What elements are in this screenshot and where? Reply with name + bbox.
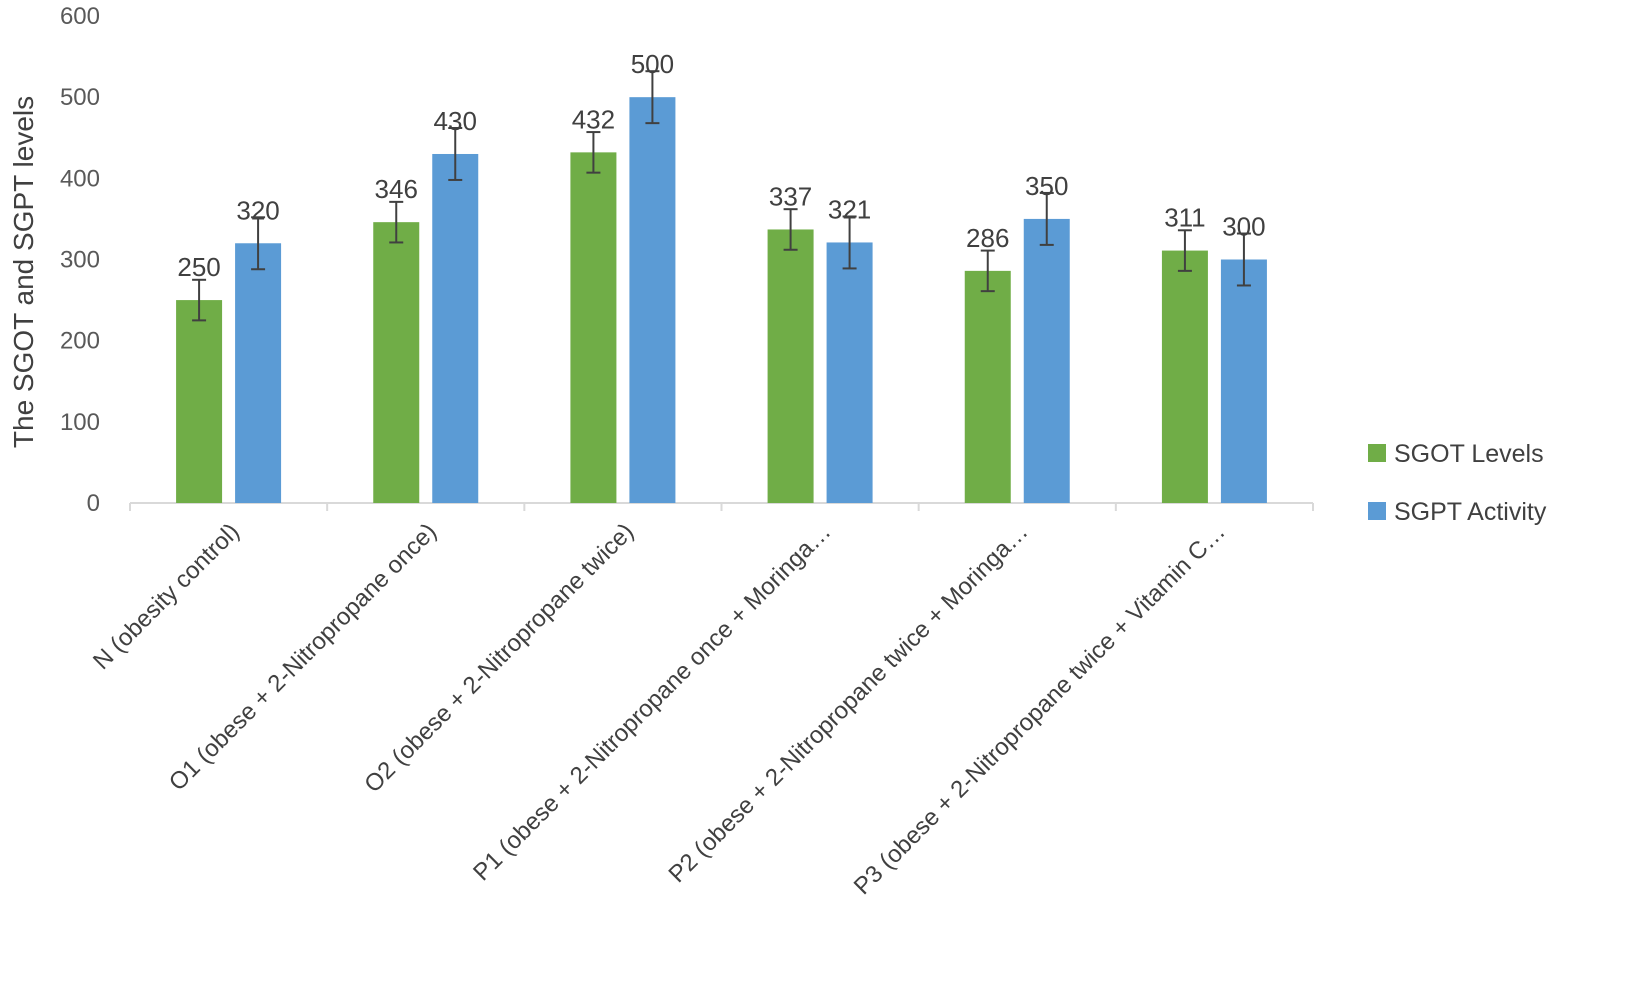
- legend-item: SGPT Activity: [1368, 498, 1547, 526]
- y-axis-title: The SGOT and SGPT levels: [8, 96, 39, 448]
- error-bar: [389, 200, 404, 244]
- y-tick-label: 300: [60, 247, 100, 274]
- y-tick-label: 600: [60, 3, 100, 30]
- error-bar: [251, 216, 266, 271]
- legend-label: SGOT Levels: [1394, 440, 1544, 468]
- data-label: 432: [572, 104, 615, 134]
- data-label: 430: [434, 106, 477, 136]
- bar-sgot: [964, 270, 1011, 503]
- data-label: 321: [828, 194, 871, 224]
- y-tick-label: 400: [60, 165, 100, 192]
- error-bar: [980, 249, 995, 293]
- data-label: 286: [966, 223, 1009, 253]
- bar-sgpt: [1220, 259, 1267, 503]
- bar-sgot: [570, 152, 617, 504]
- error-bar: [783, 208, 798, 251]
- y-tick-label: 0: [87, 490, 100, 517]
- data-label: 250: [177, 252, 220, 282]
- data-label: 300: [1222, 212, 1265, 242]
- category-label: P3 (obese + 2-Nitropropane twice + Vitam…: [849, 518, 1231, 900]
- error-bar: [1177, 229, 1192, 272]
- legend-item: SGOT Levels: [1368, 440, 1544, 468]
- bar-sgot: [1161, 250, 1208, 503]
- bar-sgpt: [629, 97, 676, 504]
- data-label: 337: [769, 181, 812, 211]
- data-label: 320: [236, 195, 279, 225]
- data-label: 346: [375, 174, 418, 204]
- legend-swatch: [1368, 502, 1386, 520]
- bar-sgot: [373, 222, 420, 503]
- error-bar: [1039, 191, 1054, 246]
- error-bar: [842, 215, 857, 270]
- y-tick-label: 100: [60, 409, 100, 436]
- error-bar: [645, 70, 660, 125]
- bar-sgpt: [826, 242, 873, 503]
- error-bar: [1236, 232, 1251, 287]
- legend-swatch: [1368, 444, 1386, 462]
- data-label: 311: [1164, 203, 1205, 233]
- y-tick-label: 500: [60, 84, 100, 111]
- category-label: N (obesity control): [88, 518, 245, 675]
- legend-label: SGPT Activity: [1394, 498, 1547, 526]
- bar-sgot: [176, 300, 223, 503]
- data-label: 500: [631, 49, 674, 79]
- y-tick-label: 200: [60, 328, 100, 355]
- error-bar: [448, 127, 463, 181]
- category-label: P1 (obese + 2-Nitropropane once + Moring…: [468, 518, 836, 886]
- bar-sgpt: [1023, 218, 1070, 503]
- category-label: P2 (obese + 2-Nitropropane twice + Morin…: [663, 518, 1033, 888]
- bar-sgpt: [432, 153, 479, 503]
- error-bar: [586, 131, 601, 174]
- error-bar: [192, 278, 207, 322]
- data-label: 350: [1025, 171, 1068, 201]
- bar-sgpt: [235, 243, 282, 503]
- bar-sgot: [767, 229, 814, 504]
